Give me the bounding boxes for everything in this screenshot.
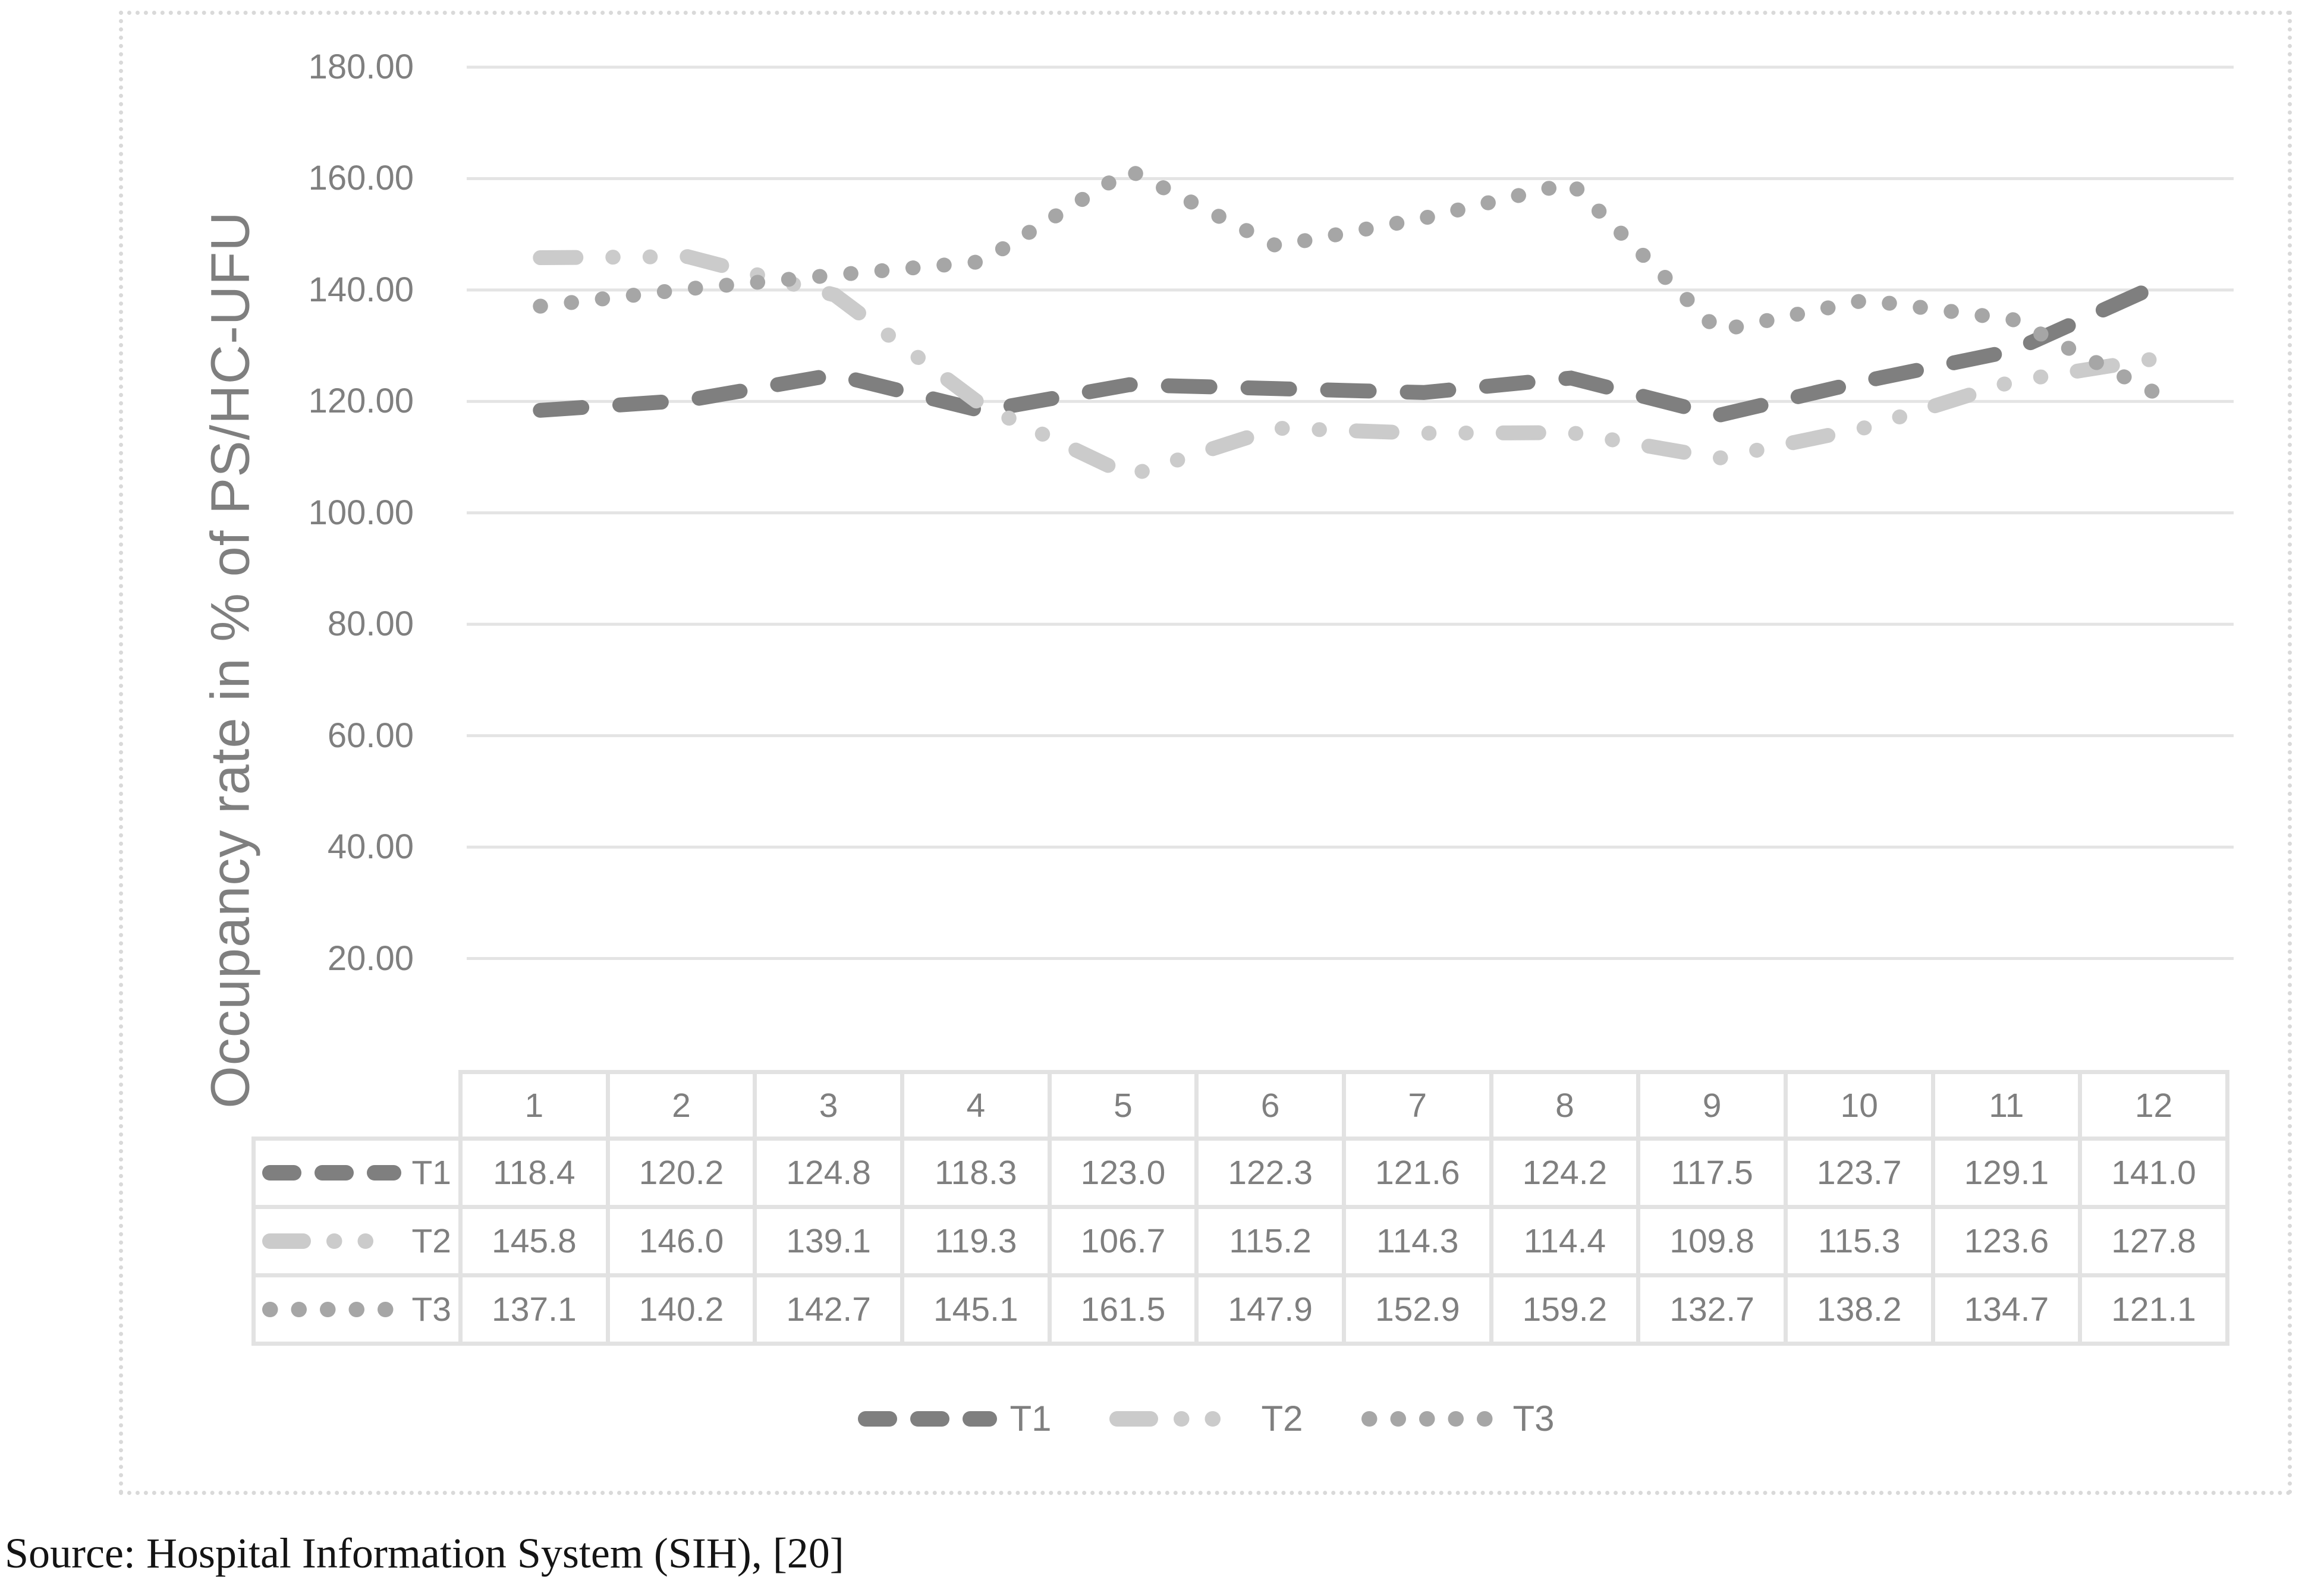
y-tick-label: 100.00 [308,493,414,532]
value-cell-t2: 109.8 [1636,1205,1788,1277]
month-header-cell: 7 [1341,1070,1493,1141]
value-cell-t2: 115.2 [1194,1205,1346,1277]
value-cell-t3: 140.2 [605,1273,757,1346]
value-cell-t3: 134.7 [1930,1273,2083,1346]
value-cell-t2: 115.3 [1783,1205,1935,1277]
legend-key-t1 [858,1411,998,1427]
y-tick-label: 160.00 [308,159,414,198]
legend-item-t1: T1 [856,1398,1051,1439]
value-cell-t1: 120.2 [605,1137,757,1209]
value-cell-t1: 117.5 [1636,1137,1788,1209]
month-header-cell: 11 [1930,1070,2083,1141]
value-cell-t2: 119.3 [900,1205,1052,1277]
y-tick-label: 60.00 [327,716,414,755]
legend-label: T1 [1010,1399,1052,1438]
value-cell-t1: 141.0 [2078,1137,2229,1209]
legend-label: T2 [1261,1399,1303,1438]
value-cell-t3: 147.9 [1194,1273,1346,1346]
series-name-label: T1 [411,1154,451,1192]
month-header-cell: 8 [1489,1070,1641,1141]
value-cell-t2: 127.8 [2078,1205,2229,1277]
row-header-t2: T2 [251,1205,463,1277]
series-line-t2 [533,249,2168,484]
y-tick-label: 40.00 [327,827,414,867]
legend-key-t1 [262,1165,402,1181]
source-caption: Source: Hospital Information System (SIH… [5,1529,844,1577]
legend-key-t3 [262,1302,402,1317]
row-header-t1: T1 [251,1137,463,1209]
value-cell-t3: 137.1 [458,1273,610,1346]
table-row-t1: T1 118.4 120.2 124.8 118.3 123.0 122.3 121.6 124… [251,1137,2229,1209]
y-tick-label: 140.00 [308,270,414,309]
value-cell-t2: 114.3 [1341,1205,1493,1277]
value-cell-t3: 161.5 [1047,1273,1199,1346]
value-cell-t3: 138.2 [1783,1273,1935,1346]
legend-key-t3 [1361,1411,1501,1427]
gridlines [467,65,2234,961]
table-corner-cell [254,1072,461,1139]
value-cell-t1: 121.6 [1341,1137,1493,1209]
value-cell-t3: 142.7 [753,1273,904,1346]
table-row-t3: T3 137.1 140.2 142.7 145.1 161.5 147.9 152.9 159… [251,1273,2229,1346]
data-table: 1 2 3 4 5 6 7 8 9 10 11 12 T1 118.4 120.2 124.8 118.3 123… [251,1070,2229,1346]
value-cell-t3: 121.1 [2078,1273,2229,1346]
month-header-cell: 5 [1047,1070,1199,1141]
value-cell-t1: 118.4 [458,1137,610,1209]
y-tick-label: 120.00 [308,382,414,421]
value-cell-t2: 114.4 [1489,1205,1641,1277]
value-cell-t1: 124.8 [753,1137,904,1209]
legend-item-t2: T2 [1108,1398,1303,1439]
value-cell-t1: 129.1 [1930,1137,2083,1209]
month-header-cell: 10 [1783,1070,1935,1141]
row-header-t3: T3 [251,1273,463,1346]
series-name-label: T2 [411,1222,451,1260]
month-header-cell: 9 [1636,1070,1788,1141]
value-cell-t2: 145.8 [458,1205,610,1277]
legend-key-t2 [262,1233,402,1249]
series-line-t3 [533,162,2168,403]
month-header-cell: 3 [753,1070,904,1141]
legend-item-t3: T3 [1360,1398,1555,1439]
value-cell-t2: 146.0 [605,1205,757,1277]
value-cell-t2: 106.7 [1047,1205,1199,1277]
value-cell-t2: 123.6 [1930,1205,2083,1277]
month-header-cell: 2 [605,1070,757,1141]
value-cell-t1: 118.3 [900,1137,1052,1209]
y-tick-label: 20.00 [327,939,414,978]
value-cell-t1: 122.3 [1194,1137,1346,1209]
series-name-label: T3 [411,1290,451,1329]
chart-legend: T1 T2 T3 [119,1398,2292,1439]
value-cell-t3: 132.7 [1636,1273,1788,1346]
month-header-cell: 12 [2078,1070,2229,1141]
value-cell-t3: 152.9 [1341,1273,1493,1346]
value-cell-t3: 159.2 [1489,1273,1641,1346]
series-lines [533,162,2168,484]
y-tick-label: 180.00 [308,48,414,86]
table-row-t2: T2 145.8 146.0 139.1 119.3 106.7 115.2 114.3 114… [251,1205,2229,1277]
value-cell-t1: 124.2 [1489,1137,1641,1209]
month-header-cell: 4 [900,1070,1052,1141]
month-header-cell: 1 [458,1070,610,1141]
value-cell-t1: 123.0 [1047,1137,1199,1209]
legend-label: T3 [1512,1399,1555,1438]
series-line-t1 [533,277,2168,423]
value-cell-t2: 139.1 [753,1205,904,1277]
legend-key-t2 [1109,1411,1249,1427]
y-tick-label: 80.00 [327,605,414,644]
value-cell-t3: 145.1 [900,1273,1052,1346]
month-header-cell: 6 [1194,1070,1346,1141]
value-cell-t1: 123.7 [1783,1137,1935,1209]
table-header-row: 1 2 3 4 5 6 7 8 9 10 11 12 [254,1070,2229,1141]
